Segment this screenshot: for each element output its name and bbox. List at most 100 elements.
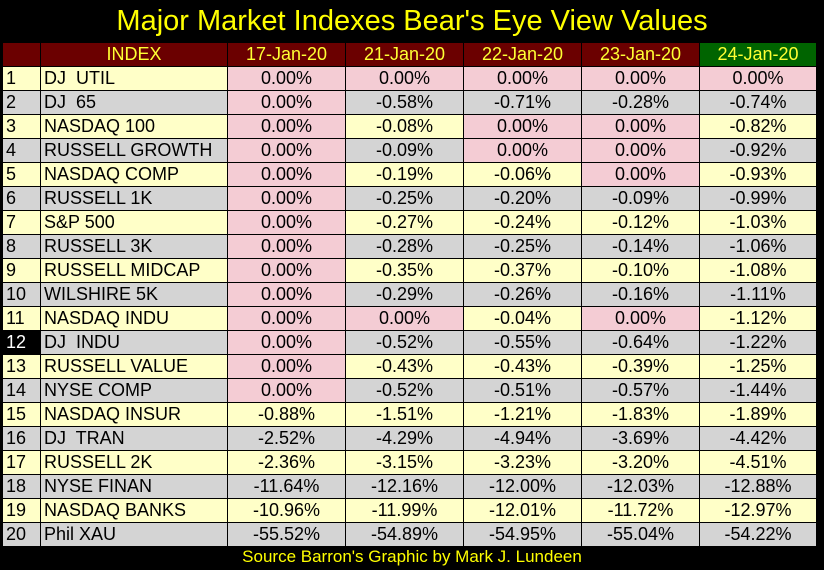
value-cell: -4.94% — [463, 426, 582, 451]
table-body: 1 DJ UTIL 0.00% 0.00% 0.00% 0.00% 0.00% 2 DJ 65 0… — [2, 66, 817, 547]
value-cell: -12.88% — [699, 474, 817, 499]
table-row: 7 S&P 500 0.00% -0.27% -0.24% -0.12% -1.03% — [2, 210, 817, 235]
value-cell: -3.15% — [345, 450, 464, 475]
value-cell: 0.00% — [227, 258, 346, 283]
index-name: NASDAQ INDU — [40, 306, 228, 331]
row-number: 17 — [2, 450, 41, 475]
table-row: 3 NASDAQ 100 0.00% -0.08% 0.00% 0.00% -0.82% — [2, 114, 817, 139]
value-cell: -1.25% — [699, 354, 817, 379]
table-row: 20 Phil XAU -55.52% -54.89% -54.95% -55.04% -5… — [2, 522, 817, 547]
index-name: RUSSELL 1K — [40, 186, 228, 211]
row-number: 14 — [2, 378, 41, 403]
value-cell: -0.92% — [699, 138, 817, 163]
value-cell: 0.00% — [227, 138, 346, 163]
value-cell: -0.25% — [345, 186, 464, 211]
row-number: 13 — [2, 354, 41, 379]
index-name: NASDAQ 100 — [40, 114, 228, 139]
value-cell: 0.00% — [227, 114, 346, 139]
header-date: 23-Jan-20 — [581, 42, 700, 67]
value-cell: -0.08% — [345, 114, 464, 139]
value-cell: -11.99% — [345, 498, 464, 523]
row-number: 4 — [2, 138, 41, 163]
header-date: 21-Jan-20 — [345, 42, 464, 67]
table-row: 16 DJ TRAN -2.52% -4.29% -4.94% -3.69% -4.42% — [2, 426, 817, 451]
value-cell: -1.83% — [581, 402, 700, 427]
value-cell: -0.19% — [345, 162, 464, 187]
row-number: 8 — [2, 234, 41, 259]
value-cell: -1.06% — [699, 234, 817, 259]
value-cell: -11.64% — [227, 474, 346, 499]
row-number: 10 — [2, 282, 41, 307]
row-number: 9 — [2, 258, 41, 283]
row-number: 1 — [2, 66, 41, 91]
value-cell: -0.27% — [345, 210, 464, 235]
row-number: 2 — [2, 90, 41, 115]
value-cell: -12.97% — [699, 498, 817, 523]
value-cell: 0.00% — [581, 306, 700, 331]
value-cell: 0.00% — [699, 66, 817, 91]
chart-title: Major Market Indexes Bear's Eye View Val… — [116, 5, 708, 37]
value-cell: -0.04% — [463, 306, 582, 331]
header-blank-cell — [2, 42, 41, 67]
row-number: 3 — [2, 114, 41, 139]
row-number: 12 — [2, 330, 41, 355]
table-row: 19 NASDAQ BANKS -10.96% -11.99% -12.01% -11.7… — [2, 498, 817, 523]
value-cell: 0.00% — [227, 354, 346, 379]
value-cell: -1.22% — [699, 330, 817, 355]
value-cell: -12.16% — [345, 474, 464, 499]
value-cell: -0.28% — [345, 234, 464, 259]
value-cell: -0.29% — [345, 282, 464, 307]
value-cell: 0.00% — [463, 66, 582, 91]
value-cell: -0.09% — [345, 138, 464, 163]
value-cell: 0.00% — [227, 282, 346, 307]
value-cell: -2.52% — [227, 426, 346, 451]
index-name: DJ TRAN — [40, 426, 228, 451]
index-name: NASDAQ COMP — [40, 162, 228, 187]
table-row: 11 NASDAQ INDU 0.00% 0.00% -0.04% 0.00% -1.12% — [2, 306, 817, 331]
value-cell: -0.88% — [227, 402, 346, 427]
value-cell: 0.00% — [463, 114, 582, 139]
value-cell: -1.44% — [699, 378, 817, 403]
value-cell: -55.52% — [227, 522, 346, 547]
table-row: 2 DJ 65 0.00% -0.58% -0.71% -0.28% -0.74% — [2, 90, 817, 115]
value-cell: -54.95% — [463, 522, 582, 547]
index-name: NYSE COMP — [40, 378, 228, 403]
value-cell: -0.37% — [463, 258, 582, 283]
value-cell: -1.11% — [699, 282, 817, 307]
value-cell: -0.43% — [345, 354, 464, 379]
value-cell: 0.00% — [227, 210, 346, 235]
value-cell: 0.00% — [227, 162, 346, 187]
value-cell: -0.82% — [699, 114, 817, 139]
header-date: 17-Jan-20 — [227, 42, 346, 67]
value-cell: 0.00% — [581, 162, 700, 187]
value-cell: -4.51% — [699, 450, 817, 475]
value-cell: -1.89% — [699, 402, 817, 427]
table-row: 13 RUSSELL VALUE 0.00% -0.43% -0.43% -0.39% -1… — [2, 354, 817, 379]
table-row: 6 RUSSELL 1K 0.00% -0.25% -0.20% -0.09% -0.99% — [2, 186, 817, 211]
index-name: RUSSELL GROWTH — [40, 138, 228, 163]
row-number: 16 — [2, 426, 41, 451]
table-row: 17 RUSSELL 2K -2.36% -3.15% -3.23% -3.20% -4.5… — [2, 450, 817, 475]
header-index: INDEX — [40, 42, 228, 67]
index-name: WILSHIRE 5K — [40, 282, 228, 307]
value-cell: -0.55% — [463, 330, 582, 355]
index-name: Phil XAU — [40, 522, 228, 547]
index-name: RUSSELL 2K — [40, 450, 228, 475]
row-number: 20 — [2, 522, 41, 547]
row-number: 7 — [2, 210, 41, 235]
table-row: 1 DJ UTIL 0.00% 0.00% 0.00% 0.00% 0.00% — [2, 66, 817, 91]
source-credit: Source Barron's Graphic by Mark J. Lunde… — [242, 547, 582, 566]
value-cell: 0.00% — [581, 114, 700, 139]
value-cell: 0.00% — [227, 306, 346, 331]
value-cell: -0.28% — [581, 90, 700, 115]
value-cell: -0.14% — [581, 234, 700, 259]
index-name: RUSSELL MIDCAP — [40, 258, 228, 283]
value-cell: -12.03% — [581, 474, 700, 499]
value-cell: 0.00% — [227, 378, 346, 403]
value-cell: 0.00% — [227, 90, 346, 115]
value-cell: -0.39% — [581, 354, 700, 379]
value-cell: 0.00% — [227, 234, 346, 259]
value-cell: 0.00% — [227, 66, 346, 91]
value-cell: -0.24% — [463, 210, 582, 235]
value-cell: -0.26% — [463, 282, 582, 307]
